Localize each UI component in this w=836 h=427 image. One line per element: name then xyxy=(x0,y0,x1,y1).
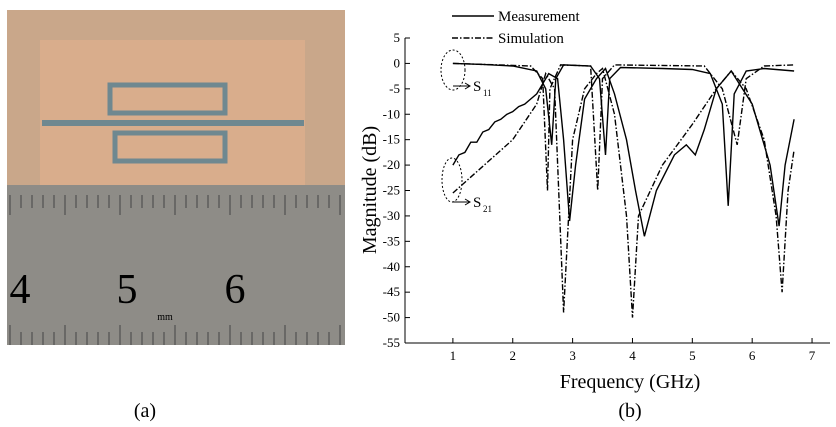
annotation-arrow xyxy=(452,198,471,206)
y-tick-label: -10 xyxy=(383,106,400,121)
data-line xyxy=(452,62,795,206)
x-tick-label: 3 xyxy=(569,348,576,363)
annotation-subscript: 21 xyxy=(483,204,492,214)
ruler-label: 5 xyxy=(117,267,138,313)
caption: (b) xyxy=(618,400,641,422)
legend-label: Simulation xyxy=(498,31,564,47)
legend-label: Measurement xyxy=(498,9,580,25)
y-tick-label: -35 xyxy=(383,233,400,248)
x-tick-label: 5 xyxy=(689,348,696,363)
x-tick-label: 1 xyxy=(450,348,457,363)
ruler-unit: mm xyxy=(157,312,173,323)
annotation-arrow xyxy=(453,82,471,90)
x-tick-label: 4 xyxy=(629,348,636,363)
x-tick-label: 2 xyxy=(509,348,516,363)
data-line xyxy=(452,62,795,191)
y-tick-label: -40 xyxy=(383,259,400,274)
data-line xyxy=(452,67,795,237)
annotation-ellipse xyxy=(441,157,463,203)
y-axis-label: Magnitude (dB) xyxy=(359,126,381,254)
y-tick-label: -20 xyxy=(383,157,400,172)
y-tick-label: -25 xyxy=(383,183,400,198)
y-tick-label: -5 xyxy=(389,81,400,96)
resonator xyxy=(112,130,228,164)
data-line xyxy=(452,67,795,318)
ruler-label: 6 xyxy=(225,267,246,313)
photo: 4 5 6 mm xyxy=(7,10,345,345)
y-tick-label: -30 xyxy=(383,208,400,223)
ruler xyxy=(7,185,345,345)
y-tick-label: -50 xyxy=(383,310,400,325)
annotation-ellipse xyxy=(440,49,466,91)
y-tick-label: 5 xyxy=(394,30,401,45)
annotation: S xyxy=(473,195,481,211)
y-tick-label: -45 xyxy=(383,284,400,299)
caption: (a) xyxy=(134,400,156,422)
x-tick-label: 6 xyxy=(749,348,756,363)
annotation-subscript: 11 xyxy=(483,88,492,98)
y-tick-label: -55 xyxy=(383,335,400,350)
resonator xyxy=(107,82,228,116)
ruler-label: 4 xyxy=(10,267,31,313)
x-axis-label: Frequency (GHz) xyxy=(560,371,701,393)
annotation: S xyxy=(473,79,481,95)
x-tick-label: 7 xyxy=(809,348,816,363)
ruler-ticks xyxy=(9,195,341,345)
feed-line xyxy=(42,120,304,126)
y-tick-label: -15 xyxy=(383,132,400,147)
y-tick-label: 0 xyxy=(394,55,401,70)
